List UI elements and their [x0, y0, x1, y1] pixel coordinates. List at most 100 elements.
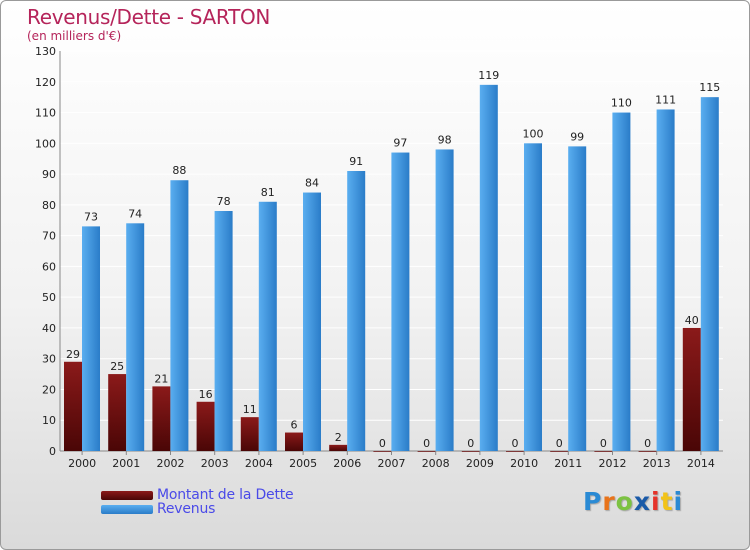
legend-swatch-revenus	[101, 505, 153, 514]
revenus-value-label: 88	[172, 164, 186, 177]
dette-bar	[638, 451, 657, 452]
dette-bar	[594, 451, 613, 452]
x-tick-label: 2006	[333, 457, 361, 470]
revenus-value-label: 78	[217, 195, 231, 208]
legend-label-dette: Montant de la Dette	[157, 487, 294, 503]
logo-letter: x	[633, 487, 651, 516]
dette-value-label: 0	[423, 437, 430, 450]
y-tick-label: 0	[49, 445, 56, 458]
revenus-bar	[568, 146, 587, 451]
y-tick-label: 120	[35, 76, 56, 89]
x-tick-label: 2008	[422, 457, 450, 470]
revenus-bar	[347, 171, 366, 451]
revenus-value-label: 100	[523, 127, 544, 140]
y-tick-label: 50	[42, 291, 56, 304]
legend-label-revenus: Revenus	[157, 501, 216, 517]
revenus-bar	[126, 223, 145, 451]
logo-letter: r	[602, 487, 616, 516]
revenus-bar	[303, 192, 321, 452]
revenus-value-label: 91	[349, 155, 363, 168]
x-tick-label: 2004	[245, 457, 273, 470]
revenus-bar	[258, 201, 277, 451]
y-tick-label: 40	[42, 322, 56, 335]
y-tick-label: 80	[42, 199, 56, 212]
revenus-bar	[82, 226, 100, 451]
dette-value-label: 40	[685, 314, 699, 327]
revenus-value-label: 73	[84, 210, 98, 223]
y-tick-label: 70	[42, 230, 56, 243]
revenus-value-label: 98	[438, 133, 452, 146]
logo-letter: i	[651, 487, 661, 516]
revenus-bar	[214, 211, 233, 451]
revenus-value-label: 84	[305, 177, 319, 190]
dette-value-label: 11	[243, 403, 257, 416]
x-axis-ticks: 2000 2001 2002 2003 2004 2005 2006 2007 2008 2009…	[68, 451, 715, 470]
x-tick-label: 2005	[289, 457, 317, 470]
x-tick-label: 2014	[687, 457, 715, 470]
dette-value-label: 0	[556, 437, 563, 450]
chart-title: Revenus/Dette - SARTON	[27, 5, 271, 29]
y-tick-label: 100	[35, 137, 56, 150]
revenus-bar	[524, 143, 542, 452]
dette-value-label: 25	[110, 360, 124, 373]
dette-bar	[329, 444, 348, 451]
dette-value-label: 0	[644, 437, 651, 450]
y-axis-ticks: 0 10 20 30 40 50 60 70 80 90 100 110 120 130	[35, 45, 56, 458]
y-tick-label: 90	[42, 168, 56, 181]
logo-letter: o	[615, 487, 634, 516]
y-tick-label: 20	[42, 383, 56, 396]
dette-bar	[64, 361, 82, 451]
dette-bar	[506, 451, 524, 452]
revenus-bar	[656, 109, 675, 451]
x-tick-label: 2007	[378, 457, 406, 470]
dette-bar	[196, 401, 215, 451]
dette-bar	[417, 451, 436, 452]
bars-layer	[64, 84, 719, 452]
chart-subtitle: (en milliers d'€)	[27, 29, 122, 43]
revenus-bar	[391, 152, 410, 452]
dette-bar	[152, 386, 171, 451]
proxiti-logo: Proxiti	[583, 487, 683, 516]
dette-value-label: 2	[335, 431, 342, 444]
revenus-bar	[612, 112, 631, 452]
dette-value-label: 16	[199, 388, 213, 401]
revenus-value-label: 74	[128, 207, 142, 220]
revenus-bar	[479, 84, 498, 451]
y-tick-label: 30	[42, 353, 56, 366]
revenus-value-label: 99	[570, 130, 584, 143]
dette-bar	[108, 374, 127, 451]
dette-bar	[285, 432, 303, 451]
x-tick-label: 2003	[201, 457, 229, 470]
y-tick-label: 10	[42, 414, 56, 427]
x-tick-label: 2009	[466, 457, 494, 470]
revenus-value-label: 97	[393, 137, 407, 150]
dette-value-label: 0	[379, 437, 386, 450]
logo-letter: P	[583, 487, 603, 516]
logo-letter: t	[660, 487, 674, 516]
revenus-value-label: 115	[699, 81, 720, 94]
x-tick-label: 2002	[157, 457, 185, 470]
data-labels-layer: 29 73 25 74 21 88 16 78 11 81 6 84 2 91 0 97 0 98 0 119 0 100…	[66, 69, 720, 450]
revenus-value-label: 110	[611, 97, 632, 110]
x-tick-label: 2013	[643, 457, 671, 470]
x-tick-label: 2010	[510, 457, 538, 470]
legend-swatch-dette	[101, 491, 153, 500]
x-tick-label: 2012	[599, 457, 627, 470]
x-tick-label: 2000	[68, 457, 96, 470]
dette-value-label: 0	[600, 437, 607, 450]
dette-value-label: 21	[154, 372, 168, 385]
x-tick-label: 2001	[112, 457, 140, 470]
revenus-bar	[170, 180, 189, 451]
y-tick-label: 110	[35, 107, 56, 120]
dette-bar	[550, 451, 569, 452]
dette-bar	[461, 451, 480, 452]
dette-bar	[373, 451, 392, 452]
y-tick-label: 60	[42, 260, 56, 273]
revenus-bar	[700, 97, 719, 452]
x-tick-label: 2011	[554, 457, 582, 470]
dette-bar	[240, 417, 259, 451]
dette-value-label: 0	[467, 437, 474, 450]
y-tick-label: 130	[35, 45, 56, 58]
